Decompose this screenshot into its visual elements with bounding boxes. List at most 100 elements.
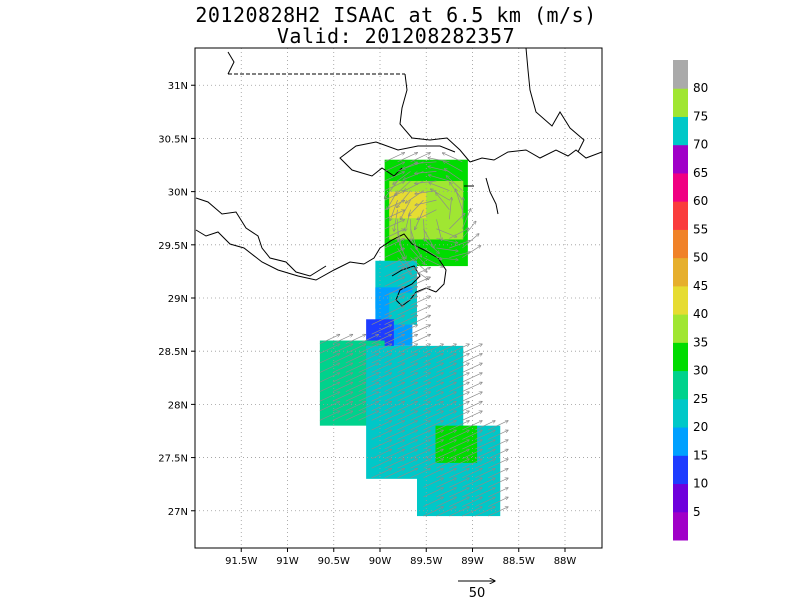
wind-vector: [449, 507, 469, 517]
colorbar-swatch: [673, 483, 688, 513]
wind-vector: [410, 334, 431, 345]
wind-vector: [397, 325, 418, 335]
colorbar-label: 35: [693, 335, 708, 349]
wind-vector: [423, 497, 443, 507]
wind-vector: [397, 277, 418, 287]
wind-vector: [475, 468, 495, 479]
wind-vector: [384, 258, 405, 268]
wind-vector: [384, 162, 405, 172]
colorbar-label: 5: [693, 505, 701, 519]
wind-vector: [436, 401, 456, 412]
wind-vector: [475, 497, 495, 507]
wind-vector: [410, 401, 431, 412]
wind-vector: [436, 430, 456, 440]
lat-tick-label: 27.5N: [158, 454, 188, 465]
wind-vector: [371, 411, 392, 421]
wind-vector: [423, 344, 443, 354]
wind-vector: [358, 363, 379, 373]
wind-vector: [446, 176, 463, 191]
wind-vector: [462, 459, 482, 469]
wind-vector: [384, 449, 405, 459]
wind-vector: [410, 344, 431, 354]
wind-vector: [415, 190, 437, 194]
wind-vector: [345, 373, 366, 383]
wind-vector: [319, 344, 340, 354]
wind-vector: [415, 199, 437, 205]
wind-vector: [397, 315, 418, 325]
wind-vector: [449, 363, 469, 373]
wind-vector: [384, 277, 405, 287]
wind-vector: [393, 171, 411, 184]
colorbar-swatch: [673, 257, 688, 287]
wind-vector: [449, 488, 469, 498]
wind-vector: [462, 411, 482, 421]
lon-tick-label: 88.5W: [503, 556, 535, 567]
wind-vector: [358, 382, 379, 392]
wind-vector: [410, 411, 431, 421]
wind-vector: [423, 507, 443, 517]
wind-vector: [390, 200, 398, 221]
wind-vector: [410, 306, 431, 316]
wind-vector: [436, 459, 456, 469]
lon-tick-label: 90.5W: [318, 556, 350, 567]
wind-vector: [462, 246, 480, 258]
colorbar-swatch: [673, 172, 688, 202]
wind-vector: [397, 354, 418, 364]
wind-vector: [345, 392, 366, 402]
wind-vector: [410, 373, 431, 383]
wind-vector: [423, 401, 443, 412]
wind-vector: [332, 363, 353, 373]
wind-vector: [371, 401, 392, 412]
lat-tick-label: 28.5N: [158, 347, 188, 358]
wind-vector: [449, 228, 468, 239]
wind-vector: [449, 421, 469, 431]
wind-vector: [384, 325, 405, 335]
lon-tick-label: 91.5W: [225, 556, 257, 567]
wind-vector: [423, 382, 443, 392]
wind-vector: [384, 373, 405, 383]
wind-vector: [397, 459, 418, 469]
wind-vector: [332, 401, 353, 412]
wind-vector: [332, 354, 353, 364]
wind-vector: [411, 219, 412, 241]
wind-vector: [371, 440, 392, 450]
reference-vector-label: 50: [469, 586, 486, 600]
colorbar-swatch: [673, 370, 688, 400]
wind-vector: [384, 229, 405, 239]
wind-vector: [405, 190, 424, 204]
wind-vector: [384, 306, 405, 316]
wind-vector: [410, 325, 431, 335]
wind-vector: [436, 421, 456, 431]
wind-vector: [332, 411, 353, 421]
wind-vector: [436, 449, 456, 459]
wind-vector: [462, 440, 482, 450]
wind-vector: [397, 296, 418, 306]
wind-vector: [384, 421, 405, 431]
colorbar: 5 10 15 20 25 30 35 40 45 50 55 60 65 70 75 80: [673, 60, 708, 541]
colorbar-swatch: [673, 229, 688, 259]
wind-vector: [462, 363, 482, 373]
lon-tick-label: 88W: [554, 556, 577, 567]
wind-vector: [423, 468, 443, 479]
wind-vector: [384, 210, 405, 220]
wind-vector: [415, 180, 437, 183]
wind-vector: [319, 354, 340, 364]
wind-vector: [436, 193, 450, 210]
colorbar-label: 10: [693, 477, 708, 491]
wind-vector: [384, 440, 405, 450]
wind-vector: [423, 228, 434, 248]
wind-vector: [319, 411, 340, 421]
wind-vector: [462, 221, 476, 239]
wind-vector: [462, 344, 482, 354]
wind-vector: [410, 247, 425, 265]
wind-vector: [384, 392, 405, 402]
wind-vector: [462, 382, 482, 392]
wind-vector: [397, 258, 418, 268]
wind-vector: [443, 161, 463, 172]
wind-vector: [428, 175, 450, 182]
wind-vector: [332, 344, 353, 354]
wind-vectors: [319, 153, 508, 517]
wind-vector: [488, 468, 508, 479]
wind-vector: [488, 507, 508, 517]
wind-vector: [423, 392, 443, 402]
